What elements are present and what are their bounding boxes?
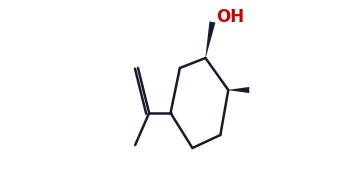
Polygon shape [205, 21, 216, 58]
Text: OH: OH [216, 8, 244, 26]
Polygon shape [228, 87, 249, 93]
